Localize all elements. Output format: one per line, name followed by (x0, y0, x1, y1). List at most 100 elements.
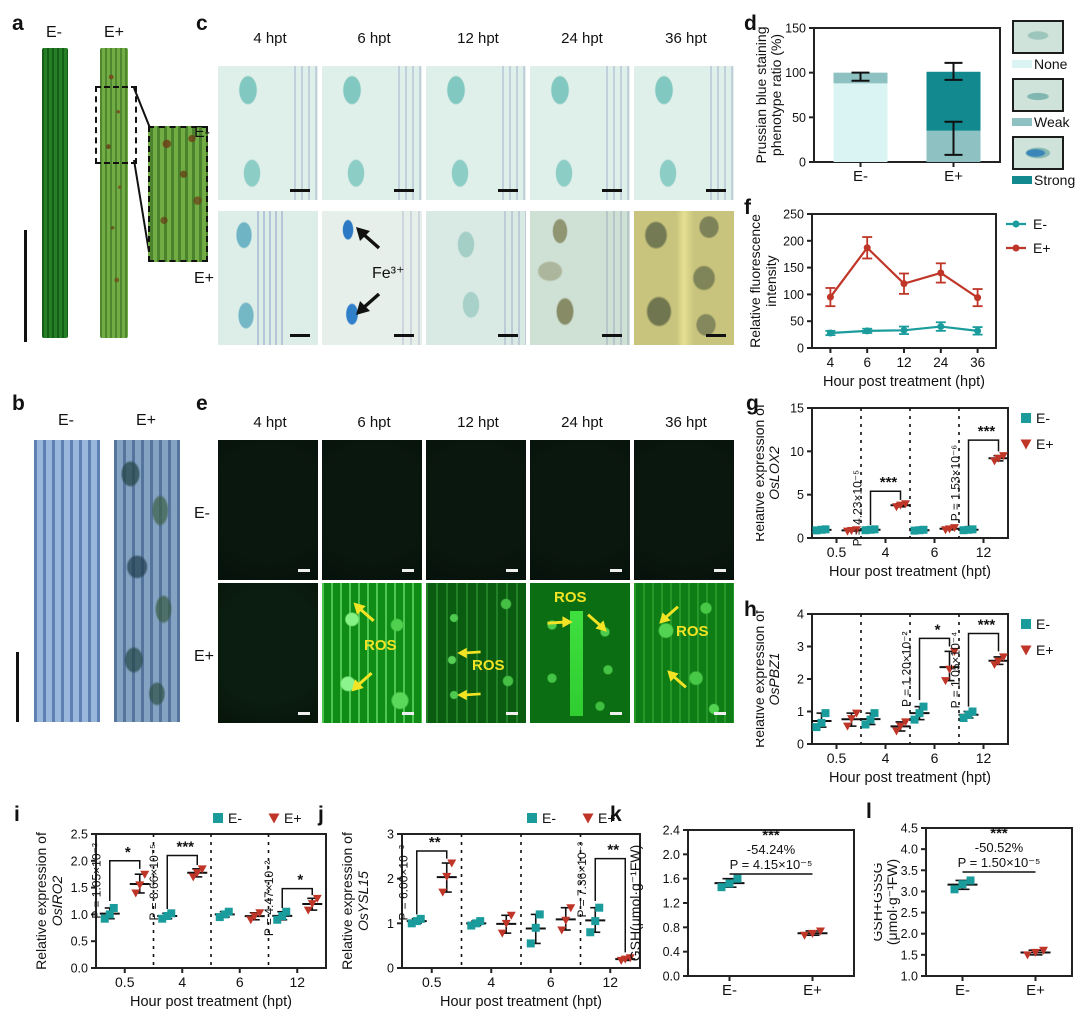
fluorescence-e-eplus-24hpt: ROS (530, 583, 630, 723)
leaf-image-eplus (100, 48, 128, 338)
svg-text:E+: E+ (1026, 982, 1045, 999)
svg-text:12: 12 (976, 750, 992, 766)
fluorescence-e-eminus-12hpt (426, 440, 526, 580)
ros-label: ROS (364, 637, 397, 654)
svg-text:E-: E- (955, 982, 970, 999)
svg-text:150: 150 (783, 261, 804, 275)
svg-text:15: 15 (790, 402, 804, 416)
scale-bar (610, 712, 622, 715)
svg-text:P = 1.05×10⁻²: P = 1.05×10⁻² (90, 843, 104, 919)
svg-text:P = 4.15×10⁻⁵: P = 4.15×10⁻⁵ (730, 857, 813, 872)
panel-h-letter: h (744, 598, 757, 621)
scale-bar (298, 569, 310, 572)
ros-label: ROS (554, 589, 587, 606)
ospbz1-expression-chart: 0 1 2 3 4 0.5 4 6 12 Relative expression of OsPBZ1… (751, 604, 1076, 807)
panel-c-time-6hpt: 6 hpt (357, 30, 391, 47)
panel-e-row-eminus: E- (194, 505, 210, 522)
legend-label-weak: Weak (1034, 114, 1070, 130)
svg-text:12: 12 (289, 974, 305, 990)
fluorescence-intensity-chart: 0 50 100 150 200 250 4 6 12 24 36 Relative fluoresc… (747, 202, 1080, 395)
svg-text:0.4: 0.4 (663, 945, 680, 959)
svg-text:Hour post treatment (hpt): Hour post treatment (hpt) (440, 994, 602, 1010)
svg-text:3.0: 3.0 (901, 885, 918, 899)
svg-text:P = 1.05×10⁻⁴: P = 1.05×10⁻⁴ (949, 632, 963, 709)
svg-text:GSH(μmol·g⁻¹FW): GSH(μmol·g⁻¹FW) (628, 845, 643, 962)
micrograph-c-eplus-36hpt (634, 211, 734, 345)
svg-text:12: 12 (896, 355, 911, 370)
svg-text:E+: E+ (1036, 642, 1054, 658)
osysl15-expression-chart: 0 1 2 3 0.5 4 6 12 Relative expression of OsYSL15… (338, 800, 648, 1026)
micrograph-c-eminus-36hpt (634, 66, 734, 200)
svg-text:0.5: 0.5 (422, 974, 442, 990)
chart-f-svg: 0 50 100 150 200 250 4 6 12 24 36 Relative fluoresc… (747, 208, 1051, 391)
leaf-image-eminus (42, 48, 68, 338)
panel-b-scale-bar (16, 652, 19, 722)
scale-bar (290, 334, 310, 337)
panel-a-scale-bar (24, 230, 27, 342)
svg-text:E-: E- (1036, 410, 1050, 426)
scale-bar (290, 189, 310, 192)
ros-arrow-icon (547, 616, 573, 628)
chart-k-svg: 0.0 0.4 0.8 1.2 1.6 2.0 2.4 E- E+ GSH(μmol·g⁻¹FW)… (627, 824, 855, 999)
legend-item-weak: Weak (1012, 78, 1075, 130)
panel-c-time-24hpt: 24 hpt (561, 30, 603, 47)
svg-text:12: 12 (602, 974, 618, 990)
svg-text:3.5: 3.5 (901, 864, 918, 878)
panel-c-time-36hpt: 36 hpt (665, 30, 707, 47)
chart-l-svg: 1.01.52.02.53.03.54.04.5E- E+GSH+GSSG (μmo… (869, 822, 1073, 999)
fluorescence-e-eminus-4hpt (218, 440, 318, 580)
panel-e-time-4hpt: 4 hpt (253, 414, 287, 431)
svg-text:100: 100 (785, 66, 806, 80)
scale-bar (610, 569, 622, 572)
micrograph-c-eminus-6hpt (322, 66, 422, 200)
svg-text:2.5: 2.5 (901, 906, 918, 920)
micrograph-c-eminus-24hpt (530, 66, 630, 200)
svg-text:1.0: 1.0 (71, 908, 88, 922)
svg-text:2.4: 2.4 (663, 824, 680, 838)
svg-text:***: *** (880, 474, 898, 491)
scale-bar (602, 189, 622, 192)
svg-text:4: 4 (882, 544, 890, 560)
svg-text:4: 4 (178, 974, 186, 990)
svg-text:0: 0 (799, 156, 806, 170)
svg-text:6: 6 (931, 544, 939, 560)
svg-text:-50.52%: -50.52% (975, 840, 1024, 855)
svg-text:12: 12 (976, 544, 992, 560)
panel-e-letter: e (196, 392, 208, 415)
svg-text:24: 24 (933, 355, 949, 370)
panel-g-letter: g (746, 392, 759, 415)
trypan-blue-image-eplus (114, 440, 180, 722)
ros-arrow-icon (587, 613, 607, 632)
panel-e-time-24hpt: 24 hpt (561, 414, 603, 431)
panel-b-letter: b (12, 392, 25, 415)
ros-arrow-icon (353, 602, 375, 623)
panel-c-time-4hpt: 4 hpt (253, 30, 287, 47)
fluorescence-e-eminus-36hpt (634, 440, 734, 580)
svg-text:*: * (935, 621, 941, 638)
svg-text:6: 6 (931, 750, 939, 766)
scale-bar (394, 334, 414, 337)
panel-e-time-6hpt: 6 hpt (357, 414, 391, 431)
panel-k-letter: k (610, 803, 622, 826)
legend-swatch-strong (1012, 176, 1032, 184)
legend-swatch-weak (1012, 118, 1032, 126)
svg-text:6: 6 (863, 355, 871, 370)
scale-bar (498, 189, 518, 192)
svg-text:P = 6.00×10⁻³: P = 6.00×10⁻³ (397, 845, 411, 921)
panel-e-time-12hpt: 12 hpt (457, 414, 499, 431)
svg-text:250: 250 (783, 208, 804, 222)
ros-label: ROS (472, 657, 505, 674)
legend-item-none: None (1012, 20, 1075, 72)
svg-text:OsLOX2: OsLOX2 (766, 446, 782, 500)
micrograph-c-eplus-4hpt (218, 211, 318, 345)
svg-text:0.8: 0.8 (663, 921, 680, 935)
svg-text:3: 3 (797, 640, 804, 654)
scale-bar (394, 189, 414, 192)
svg-text:200: 200 (783, 234, 804, 248)
micrograph-c-eminus-12hpt (426, 66, 526, 200)
svg-text:OsIRO2: OsIRO2 (49, 876, 65, 927)
svg-text:4: 4 (827, 355, 835, 370)
svg-text:OsYSL15: OsYSL15 (355, 871, 371, 931)
legend-swatch-none (1012, 60, 1032, 68)
